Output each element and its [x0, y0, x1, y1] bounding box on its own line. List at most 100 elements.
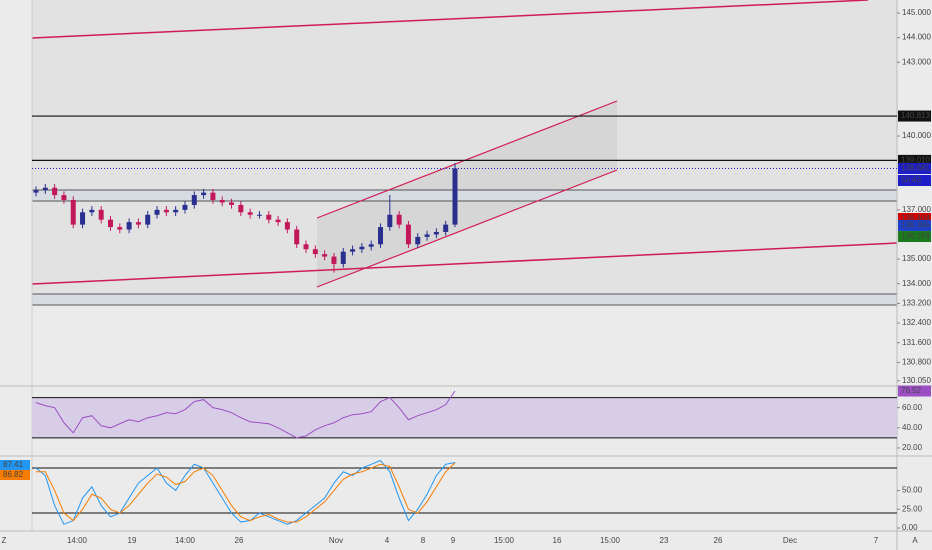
candle-body — [396, 214, 402, 225]
y-tick-label: 131.600 — [902, 338, 931, 347]
candle-body — [98, 209, 104, 220]
candle-body — [182, 204, 188, 210]
value-label: 76.52 — [901, 386, 922, 395]
y-tick-label: 140.000 — [902, 131, 931, 140]
y-tick-label: 137.000 — [902, 205, 931, 214]
y-tick-label: 133.200 — [902, 298, 931, 307]
value-label: 86.82 — [3, 470, 24, 479]
indicator-line — [35, 459, 456, 525]
candle-body — [117, 227, 123, 230]
y-tick-label: 143.000 — [902, 57, 931, 66]
x-tick-label: 4 — [385, 536, 390, 545]
x-tick-label: 26 — [235, 536, 244, 545]
candle-body — [201, 192, 207, 196]
x-tick-label: Dec — [783, 536, 797, 545]
candle-body — [42, 187, 48, 191]
price-label-box — [898, 213, 931, 225]
candle-body — [303, 244, 309, 250]
candle-body — [405, 224, 411, 245]
y-tick-label: 60.00 — [902, 403, 923, 412]
price-label: 136.159 — [901, 232, 930, 241]
candle-body — [238, 204, 244, 213]
trend-line — [31, 0, 869, 39]
candle-body — [126, 222, 132, 230]
candle-body — [33, 190, 39, 193]
x-tick-label: Nov — [329, 536, 343, 545]
countdown-box — [898, 174, 931, 186]
candle-body — [219, 200, 225, 203]
y-tick-label: 130.050 — [902, 376, 931, 385]
x-tick-label: 16 — [553, 536, 562, 545]
level-label: 140.813 — [901, 111, 930, 120]
x-tick-label: 19 — [128, 536, 137, 545]
candle-body — [107, 219, 113, 228]
x-tick-label: 14:00 — [175, 536, 196, 545]
x-tick-label: 15:00 — [600, 536, 621, 545]
candle-body — [266, 214, 272, 220]
y-tick-label: 40.00 — [902, 423, 923, 432]
channel-line — [316, 169, 618, 288]
candle-body — [378, 227, 384, 245]
channel-line — [316, 100, 618, 219]
value-label: 87.41 — [3, 460, 24, 469]
price-label-box — [898, 231, 931, 243]
candle-body — [80, 212, 86, 225]
level-label-box — [898, 110, 931, 122]
candle-body — [350, 249, 356, 252]
value-label-box — [898, 385, 931, 397]
candle-body — [163, 209, 169, 213]
countdown: 50:43 — [901, 176, 922, 185]
indicator-line — [35, 390, 456, 439]
price-label: 136.404 — [901, 214, 930, 223]
candle-body — [70, 200, 76, 225]
candle-body — [294, 229, 300, 245]
candle-body — [368, 244, 374, 247]
support-zone — [31, 189, 898, 202]
candle-body — [452, 168, 458, 225]
last-price-label-box — [898, 162, 931, 174]
price-label: 136.365 — [901, 221, 930, 230]
candle-body — [340, 251, 346, 264]
y-tick-label: 132.400 — [902, 318, 931, 327]
candle-body — [154, 209, 160, 215]
candle-body — [275, 219, 281, 223]
candle-body — [247, 212, 253, 215]
candle-body — [52, 187, 58, 196]
y-tick-label: 134.000 — [902, 279, 931, 288]
shaded-zone — [32, 0, 897, 300]
x-tick-label: 8 — [421, 536, 426, 545]
price-label-box — [898, 219, 931, 231]
x-tick-label: 14:00 — [67, 536, 88, 545]
y-tick-label: 135.000 — [902, 254, 931, 263]
x-tick-label: 7 — [874, 536, 879, 545]
candle-body — [229, 202, 235, 205]
candle-body — [331, 256, 337, 264]
candle-body — [210, 192, 216, 201]
y-tick-label: 50.00 — [902, 486, 923, 495]
candle-body — [191, 195, 197, 205]
x-tick-label: A — [912, 536, 918, 545]
candle-body — [443, 224, 449, 232]
candle-body — [415, 236, 421, 245]
candle-body — [433, 231, 439, 235]
candle-body — [424, 234, 430, 237]
value-box — [0, 460, 30, 470]
candle-body — [173, 209, 179, 213]
y-tick-label: 145.000 — [902, 8, 931, 17]
y-tick-label: 144.000 — [902, 33, 931, 42]
candle-body — [322, 254, 328, 257]
x-tick-label: 26 — [714, 536, 723, 545]
indicator-line — [36, 462, 456, 523]
y-tick-label: 20.00 — [902, 443, 923, 452]
value-box — [0, 470, 30, 480]
level-label: 139.010 — [901, 156, 930, 165]
support-zone — [31, 293, 898, 306]
candle-body — [387, 214, 393, 228]
candle-body — [284, 222, 290, 230]
y-tick-label: 25.00 — [902, 504, 923, 513]
band-fill — [32, 397, 897, 438]
candle-body — [61, 195, 67, 201]
candle-body — [135, 222, 141, 225]
trend-line — [31, 242, 898, 285]
